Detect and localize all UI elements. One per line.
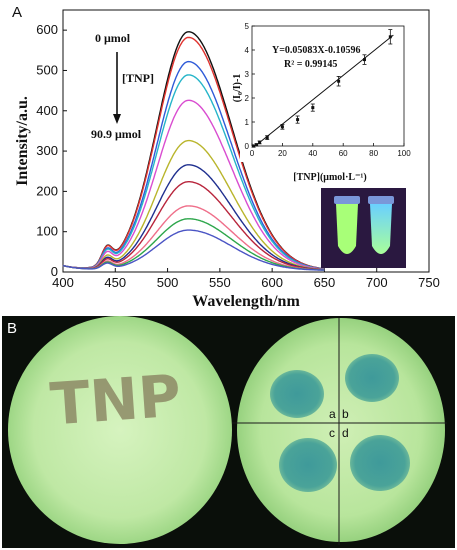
plate-right — [237, 318, 445, 542]
plate-left — [8, 316, 232, 544]
plate-left-text: TNP — [48, 362, 183, 439]
spectra-curves — [62, 31, 325, 271]
inset-x-ticks: 0 20 40 60 80 100 — [250, 143, 411, 158]
spot-b — [345, 354, 399, 402]
spectrum-line-7 — [62, 181, 325, 271]
inset-y-tick-label: 2 — [245, 94, 250, 103]
inset-y-tick-label: 3 — [245, 70, 250, 79]
spot-a — [270, 370, 324, 418]
inset-x-tick-label: 40 — [308, 149, 317, 158]
fit-equation: Y=0.05083X-0.10596 — [272, 45, 360, 56]
y-tick-label: 500 — [36, 62, 58, 77]
spectrum-line-5 — [62, 139, 325, 271]
x-axis-ticks: 400 450 500 550 600 650 700 750 — [52, 268, 440, 290]
x-tick-label: 600 — [261, 275, 283, 290]
inset-x-title: [TNP](μmol·L⁻¹) — [293, 172, 366, 183]
x-tick-label: 700 — [366, 275, 388, 290]
inset-y-tick-label: 1 — [245, 118, 250, 127]
fit-line — [254, 34, 394, 147]
data-point-1 — [255, 143, 259, 147]
vial-photo — [321, 188, 406, 268]
x-tick-label: 500 — [157, 275, 179, 290]
x-tick-label: 400 — [52, 275, 74, 290]
data-point-4 — [280, 125, 284, 129]
plate-photo: B TNP a b c d — [2, 316, 455, 548]
quadrant-label-a: a — [329, 407, 336, 421]
fit-r-squared: R² = 0.99145 — [284, 59, 337, 70]
data-point-9 — [388, 35, 392, 39]
spectrum-line-6 — [62, 164, 325, 271]
spectrum-line-8 — [62, 205, 325, 271]
spectrum-line-2 — [62, 60, 325, 270]
panel-b-letter: B — [7, 320, 17, 337]
inset-y-title: (I₀/I)-1 — [232, 74, 243, 103]
annotation-zero: 0 μmol — [95, 31, 131, 45]
inset-x-tick-label: 60 — [339, 149, 348, 158]
y-axis-title: Intensity/a.u. — [14, 96, 31, 186]
y-tick-label: 0 — [51, 264, 58, 279]
spot-c — [279, 438, 337, 492]
inset-x-tick-label: 20 — [278, 149, 287, 158]
decrease-arrow-head — [113, 114, 121, 124]
inset-y-tick-label: 5 — [245, 22, 250, 31]
spectrum-line-9 — [62, 218, 325, 271]
data-point-7 — [337, 79, 341, 83]
annotation-max: 90.9 μmol — [91, 127, 142, 141]
x-axis-title: Wavelength/nm — [192, 293, 300, 310]
emission-spectra-plot: 400 450 500 550 600 650 700 750 010020030040050… — [14, 9, 440, 310]
x-tick-label: 550 — [209, 275, 231, 290]
inset-x-tick-label: 100 — [397, 149, 411, 158]
spectrum-line-1 — [62, 36, 325, 270]
data-point-6 — [311, 106, 315, 110]
y-tick-label: 600 — [36, 22, 58, 37]
data-point-2 — [258, 140, 262, 144]
y-tick-label: 400 — [36, 103, 58, 118]
inset-frame — [251, 25, 405, 147]
y-tick-label: 200 — [36, 183, 58, 198]
data-point-0 — [252, 144, 256, 148]
plot-frame — [62, 9, 430, 273]
x-tick-label: 650 — [314, 275, 336, 290]
data-point-5 — [296, 118, 300, 122]
tube-right — [368, 196, 394, 254]
spectrum-line-3 — [62, 74, 325, 270]
quadrant-label-c: c — [329, 426, 335, 440]
x-tick-label: 450 — [104, 275, 126, 290]
inset-y-tick-label: 0 — [245, 142, 250, 151]
spectrum-line-10 — [62, 229, 325, 271]
x-tick-label: 750 — [418, 275, 440, 290]
y-tick-label: 100 — [36, 224, 58, 239]
y-tick-label: 300 — [36, 143, 58, 158]
annotation-tnp: [TNP] — [122, 71, 154, 85]
panel-a-letter: A — [12, 4, 22, 21]
inset-points — [251, 29, 393, 148]
data-point-3 — [265, 136, 269, 140]
quadrant-label-b: b — [342, 407, 349, 421]
spectrum-line-4 — [62, 99, 325, 270]
inset-x-tick-label: 80 — [369, 149, 378, 158]
calibration-inset: 0 20 40 60 80 100 0 1 2 3 4 5 Y=0.05083X-0.10596 R… — [232, 20, 411, 183]
tube-left — [334, 196, 360, 254]
spot-d — [350, 435, 410, 491]
y-axis-ticks: 0 100 200 300 400 500 600 — [36, 22, 67, 279]
quadrant-label-d: d — [342, 426, 349, 440]
inset-x-tick-label: 0 — [250, 149, 255, 158]
inset-y-tick-label: 4 — [245, 46, 250, 55]
data-point-8 — [362, 58, 366, 62]
